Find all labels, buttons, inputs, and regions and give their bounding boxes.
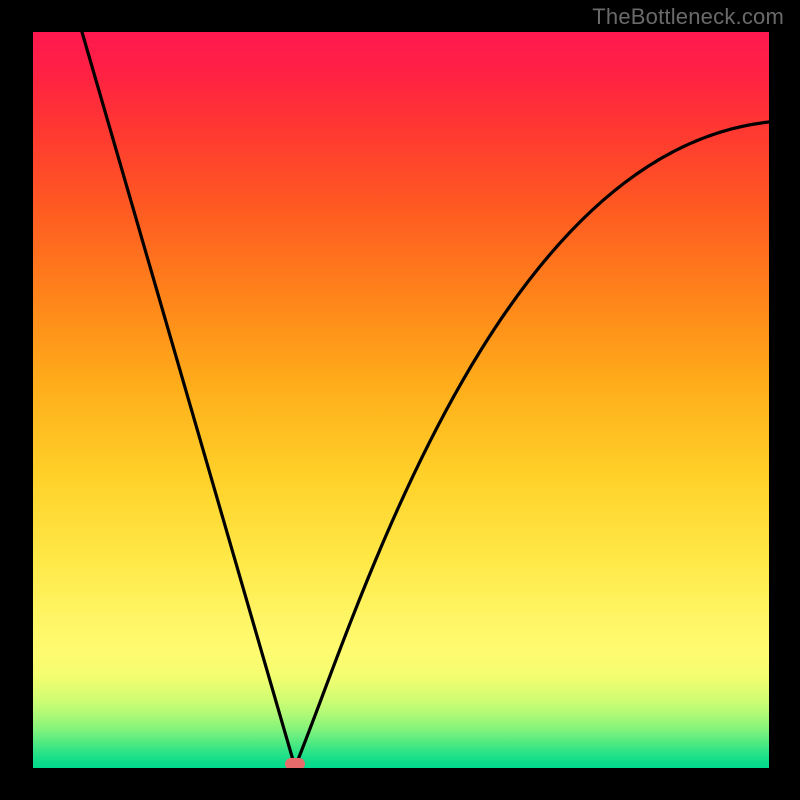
- bottleneck-curve: [82, 32, 769, 767]
- plot-area: [33, 32, 769, 768]
- optimum-marker: [285, 758, 305, 768]
- watermark-text: TheBottleneck.com: [592, 4, 784, 30]
- curve-layer: [33, 32, 769, 768]
